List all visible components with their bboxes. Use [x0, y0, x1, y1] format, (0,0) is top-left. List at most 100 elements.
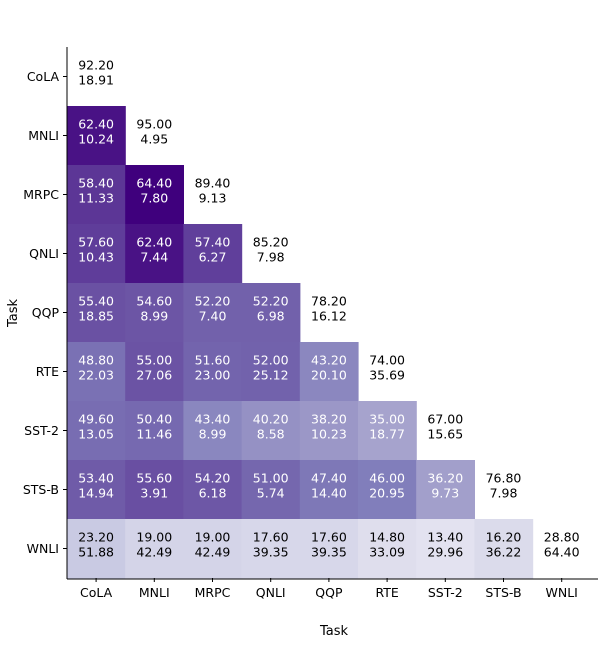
cell-label-wnli-rte: 14.80 33.09 — [369, 530, 405, 560]
y-tick-label-sst-2: SST-2 — [24, 423, 59, 438]
heatmap-cell-sts-b-sst-2 — [416, 460, 475, 520]
cell-label-sst-2-cola: 49.60 13.05 — [78, 412, 114, 442]
x-tick-label-sts-b: STS-B — [485, 585, 521, 600]
heatmap-cell-sts-b-mnli — [125, 460, 184, 520]
y-tick-label-sts-b: STS-B — [23, 482, 59, 497]
heatmap-cell-sst-2-mnli — [125, 401, 184, 461]
cell-label-qnli-qnli: 85.20 7.98 — [253, 235, 289, 265]
heatmap-cell-sst-2-qnli — [241, 401, 301, 461]
cell-label-sts-b-rte: 46.00 20.95 — [369, 471, 405, 501]
tick-labels: CoLA CoLA MNLI MNLI MRPC MRPC QNLI QNLI QQP QQP RT… — [23, 69, 578, 600]
heatmap-cell-wnli-sts-b — [474, 519, 534, 579]
cell-label-sts-b-sst-2: 36.20 9.73 — [427, 471, 463, 501]
y-axis-label: Task — [6, 299, 21, 329]
cell-label-sts-b-qqp: 47.40 14.40 — [311, 471, 347, 501]
heatmap-cell-qnli-cola — [67, 224, 126, 284]
cell-label-wnli-qqp: 17.60 39.35 — [311, 530, 347, 560]
cell-label-wnli-qnli: 17.60 39.35 — [253, 530, 289, 560]
y-tick-label-qnli: QNLI — [29, 246, 59, 261]
cell-label-qqp-cola: 55.40 18.85 — [78, 294, 114, 324]
heatmap-cell-sst-2-mrpc — [183, 401, 243, 461]
cell-label-sst-2-mrpc: 43.40 8.99 — [195, 412, 231, 442]
heatmap-cell-wnli-sst-2 — [416, 519, 475, 579]
cell-label-sts-b-sts-b: 76.80 7.98 — [486, 471, 522, 501]
cell-label-sts-b-mrpc: 54.20 6.18 — [195, 471, 231, 501]
heatmap-cell-mnli-cola — [67, 106, 126, 166]
heatmap-cell-wnli-qnli — [241, 519, 301, 579]
heatmap-cell-sst-2-rte — [358, 401, 417, 461]
cell-label-wnli-mnli: 19.00 42.49 — [136, 530, 172, 560]
cell-label-sst-2-mnli: 50.40 11.46 — [136, 412, 172, 442]
cell-label-rte-qqp: 43.20 20.10 — [311, 353, 347, 383]
cell-label-wnli-cola: 23.20 51.88 — [78, 530, 114, 560]
heatmap-cell-sts-b-cola — [67, 460, 126, 520]
cell-label-sst-2-rte: 35.00 18.77 — [369, 412, 405, 442]
cell-label-mrpc-mnli: 64.40 7.80 — [136, 176, 172, 206]
heatmap-cell-qnli-mrpc — [183, 224, 243, 284]
heatmap-cell-wnli-mnli — [125, 519, 184, 579]
cell-label-qnli-cola: 57.60 10.43 — [78, 235, 114, 265]
y-tick-label-cola: CoLA — [27, 69, 60, 84]
cell-label-sts-b-qnli: 51.00 5.74 — [253, 471, 289, 501]
heatmap-cell-wnli-rte — [358, 519, 417, 579]
heatmap-cell-qqp-qnli — [241, 283, 301, 343]
y-tick-label-qqp: QQP — [32, 305, 60, 320]
y-tick-label-mrpc: MRPC — [23, 187, 59, 202]
x-tick-label-mnli: MNLI — [139, 585, 170, 600]
cell-label-mnli-cola: 62.40 10.24 — [78, 117, 114, 147]
y-tick-label-mnli: MNLI — [28, 128, 59, 143]
cell-label-qqp-mrpc: 52.20 7.40 — [195, 294, 231, 324]
cell-label-rte-mnli: 55.00 27.06 — [136, 353, 172, 383]
x-tick-label-cola: CoLA — [80, 585, 113, 600]
heatmap-cell-rte-mnli — [125, 342, 184, 402]
x-tick-label-qqp: QQP — [315, 585, 343, 600]
cell-label-qqp-qqp: 78.20 16.12 — [311, 294, 347, 324]
heatmap-cell-sts-b-qqp — [299, 460, 359, 520]
x-tick-label-rte: RTE — [375, 585, 398, 600]
x-tick-label-sst-2: SST-2 — [428, 585, 463, 600]
cell-label-mrpc-cola: 58.40 11.33 — [78, 176, 114, 206]
cell-label-mrpc-mrpc: 89.40 9.13 — [195, 176, 231, 206]
heatmap-cell-rte-mrpc — [183, 342, 243, 402]
cell-label-sts-b-cola: 53.40 14.94 — [78, 471, 114, 501]
cell-label-rte-rte: 74.00 35.69 — [369, 353, 405, 383]
x-axis-label: Task — [319, 624, 349, 639]
x-tick-label-wnli: WNLI — [546, 585, 578, 600]
heatmap-cell-rte-qqp — [299, 342, 359, 402]
heatmap-cell-wnli-mrpc — [183, 519, 243, 579]
cell-labels: 92.20 18.91 62.40 10.24 95.00 4.95 58.40 11.33 6… — [78, 58, 579, 560]
cell-label-sst-2-sst-2: 67.00 15.65 — [427, 412, 463, 442]
heatmap-cell-mrpc-cola — [67, 165, 126, 225]
heatmap-cell-mrpc-mnli — [125, 165, 184, 225]
x-tick-label-mrpc: MRPC — [195, 585, 231, 600]
cell-label-mnli-mnli: 95.00 4.95 — [136, 117, 172, 147]
cell-label-cola-cola: 92.20 18.91 — [78, 58, 114, 88]
cell-label-wnli-sst-2: 13.40 29.96 — [427, 530, 463, 560]
heatmap-cell-wnli-cola — [67, 519, 126, 579]
cell-label-sts-b-mnli: 55.60 3.91 — [136, 471, 172, 501]
cell-label-rte-cola: 48.80 22.03 — [78, 353, 114, 383]
heatmap-cell-sts-b-rte — [358, 460, 417, 520]
heatmap-cells — [67, 106, 534, 579]
y-tick-label-rte: RTE — [36, 364, 59, 379]
heatmap-cell-sst-2-cola — [67, 401, 126, 461]
cell-label-wnli-mrpc: 19.00 42.49 — [195, 530, 231, 560]
heatmap-cell-qnli-mnli — [125, 224, 184, 284]
heatmap-cell-sts-b-mrpc — [183, 460, 243, 520]
heatmap-cell-qqp-mnli — [125, 283, 184, 343]
cell-label-qnli-mnli: 62.40 7.44 — [136, 235, 172, 265]
heatmap-cell-rte-qnli — [241, 342, 301, 402]
heatmap-cell-wnli-qqp — [299, 519, 359, 579]
cell-label-sst-2-qqp: 38.20 10.23 — [311, 412, 347, 442]
y-tick-label-wnli: WNLI — [27, 541, 59, 556]
cell-label-qqp-qnli: 52.20 6.98 — [253, 294, 289, 324]
cell-label-sst-2-qnli: 40.20 8.58 — [253, 412, 289, 442]
cell-label-qnli-mrpc: 57.40 6.27 — [195, 235, 231, 265]
heatmap-cell-sst-2-qqp — [299, 401, 359, 461]
cell-label-rte-mrpc: 51.60 23.00 — [195, 353, 231, 383]
heatmap-cell-qqp-cola — [67, 283, 126, 343]
cell-label-qqp-mnli: 54.60 8.99 — [136, 294, 172, 324]
heatmap-cell-rte-cola — [67, 342, 126, 402]
